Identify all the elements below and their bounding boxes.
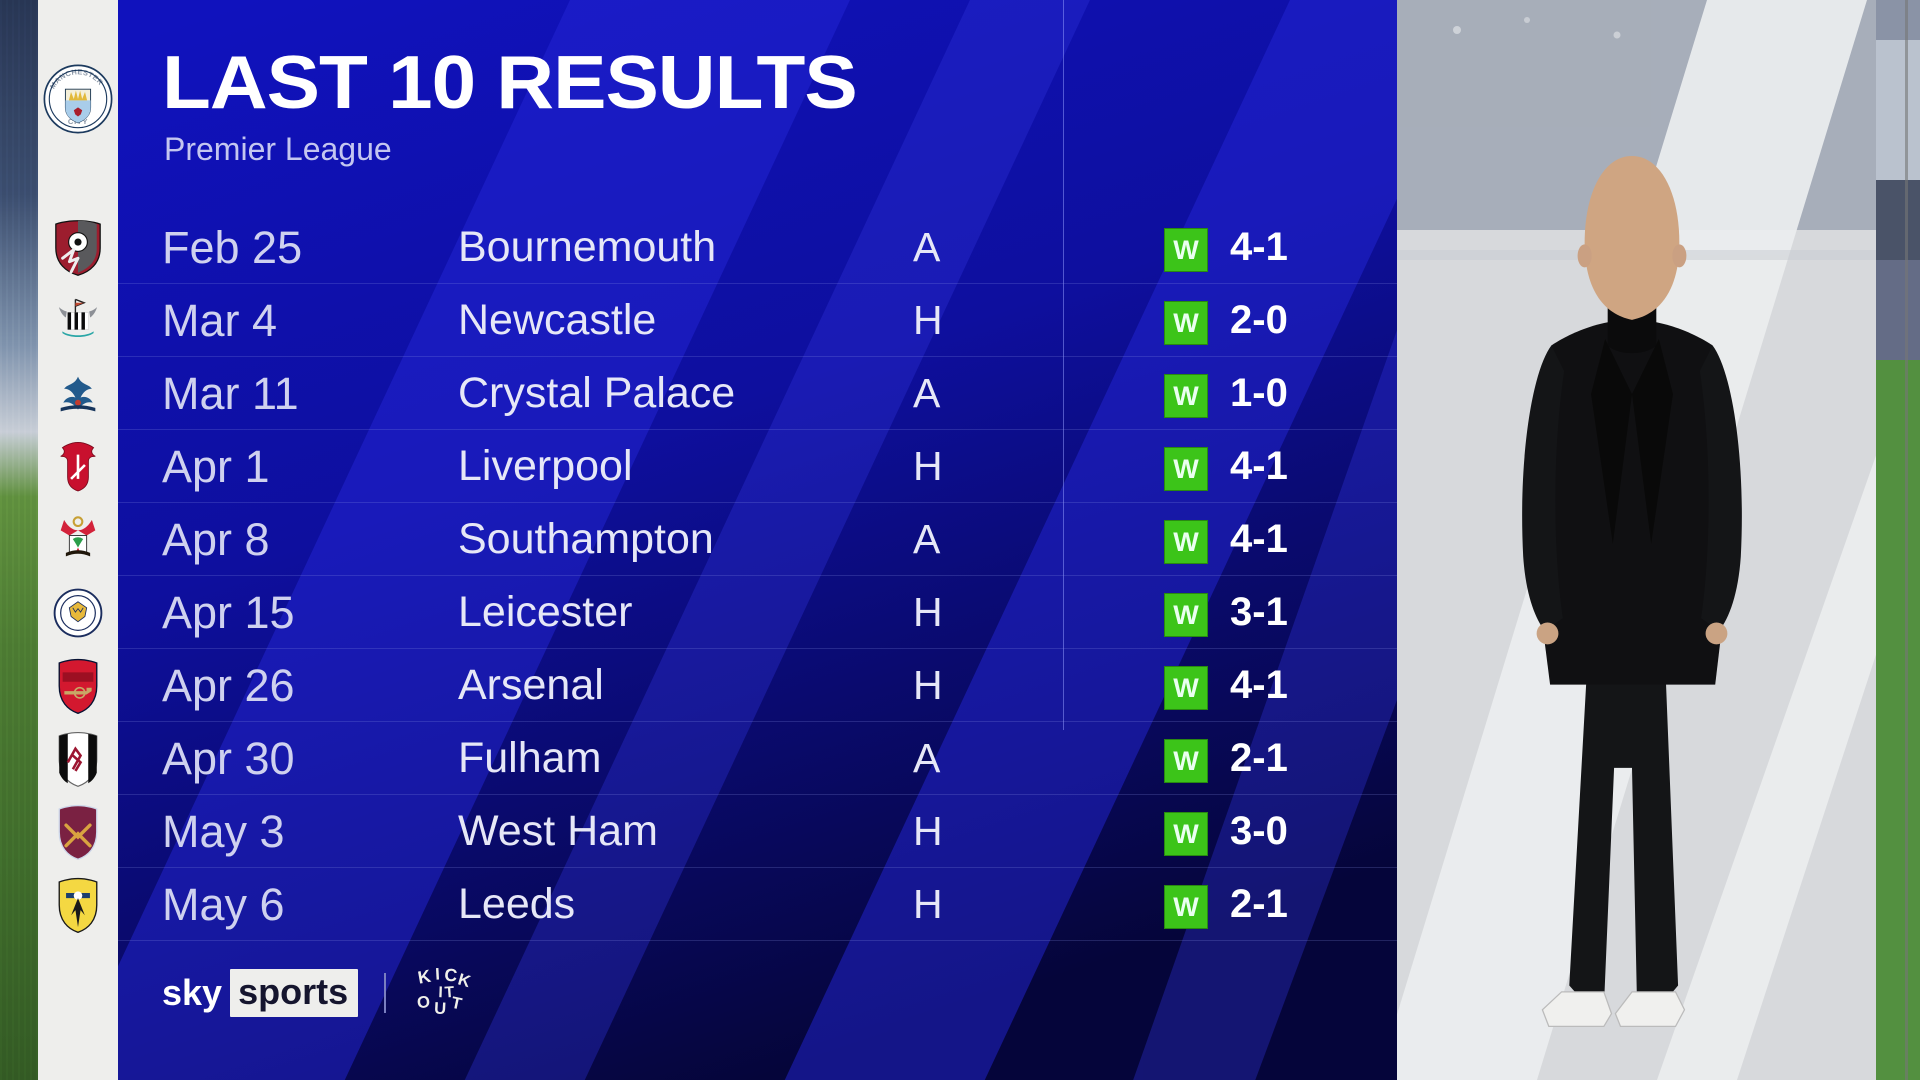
- svg-text:I: I: [435, 967, 441, 984]
- svg-text:O: O: [416, 992, 432, 1013]
- svg-text:K: K: [456, 970, 473, 992]
- svg-text:C: C: [444, 967, 459, 986]
- svg-text:U: U: [434, 999, 447, 1019]
- svg-text:K: K: [416, 967, 432, 988]
